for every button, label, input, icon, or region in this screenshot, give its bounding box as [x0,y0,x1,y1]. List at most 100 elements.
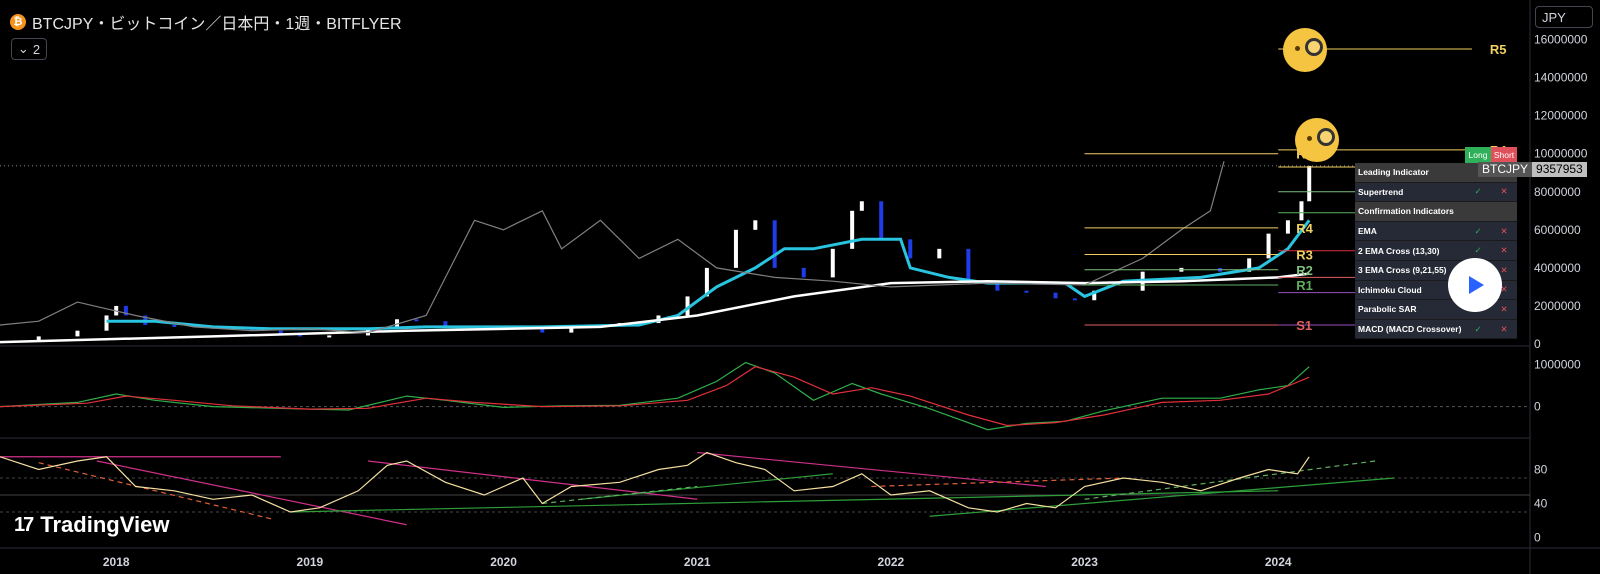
short-status-icon: ✕ [1500,225,1508,236]
ema_long-line [0,272,1310,344]
price-candle [249,328,254,331]
y-tick-label: 0 [1534,531,1541,545]
trendline [1084,460,1376,500]
price-candle [414,319,419,322]
macd-line [0,361,1310,431]
ichimoku_span-line [0,161,1225,334]
price-tag-value: 9357953 [1532,162,1587,177]
y-tick-label: 80 [1534,463,1548,477]
signal-table-header: Long Short [1355,147,1517,163]
short-status-icon: ✕ [1500,245,1508,256]
bitcoin-icon: ₿ [10,14,26,30]
x-tick-label: 2024 [1265,555,1292,569]
price-candle [1266,233,1271,259]
y-tick-label: 16000000 [1534,33,1588,47]
tradingview-logo[interactable]: 17 TradingView [14,512,169,538]
pivot-level-label: R2 [1296,263,1313,278]
price-candle [850,210,855,249]
y-tick-label: 14000000 [1534,71,1588,85]
price-candle [1053,292,1058,299]
short-status-icon: ✕ [1500,264,1508,275]
price-candle [879,201,884,240]
pivot-level-label: S1 [1296,318,1312,333]
indicator-label: Leading Indicator [1358,167,1429,178]
signal-indicator-row: Supertrend ✓ ✕ [1355,182,1517,203]
y-tick-label: 6000000 [1534,223,1581,237]
indicator-label: Parabolic SAR [1358,304,1417,315]
indicator-label: Supertrend [1358,186,1404,197]
x-tick-label: 2020 [490,555,517,569]
play-button[interactable] [1448,258,1502,312]
pane-rsi: 80 40 0 [0,451,1548,545]
x-tick-label: 2018 [103,555,130,569]
y-tick-label: 12000000 [1534,109,1588,123]
y-tick-label: 4000000 [1534,261,1581,275]
price-candle [1024,290,1029,293]
price-candle [1072,298,1077,301]
currency-button[interactable]: JPY [1535,6,1593,28]
trendline [697,451,1046,488]
pivot-level-label: R4 [1296,221,1313,236]
price-candle [685,296,690,316]
price-tag-symbol: BTCJPY [1478,162,1533,177]
legend-toggle-button[interactable]: ⌄ 2 [11,38,47,60]
rsi-line [0,451,1310,513]
y-tick-label: 8000000 [1534,185,1581,199]
symbol-header[interactable]: ₿ BTCJPY・ビットコイン／日本円・1週・BITFLYER [10,10,402,34]
pivot-level-label: R3 [1296,248,1313,263]
long-status-icon: ✓ [1474,323,1482,334]
symbol-title: BTCJPY・ビットコイン／日本円・1週・BITFLYER [32,16,402,33]
tradingview-mark-icon: 17 [14,513,34,536]
price-candle [1092,290,1097,301]
price-candle [104,315,109,331]
long-status-icon: ✓ [1474,225,1482,236]
price-candle [995,283,1000,291]
price-candle [830,248,835,278]
pivot-level-label: R1 [1296,278,1313,293]
price-candle [443,321,448,327]
indicator-label: Ichimoku Cloud [1358,284,1422,295]
trendline [871,477,1124,488]
trendline [542,485,698,505]
price-candle [278,330,283,335]
pane-macd: 1000000 0 [0,358,1581,431]
y-tick-label: 0 [1534,400,1541,414]
trendline [929,477,1395,517]
price-candle [937,248,942,259]
signal-indicator-row: EMA ✓ ✕ [1355,221,1517,242]
trendline [96,460,407,526]
y-tick-label: 40 [1534,497,1548,511]
price-candle [753,220,758,230]
pane-price: 16000000 14000000 12000000 10000000 8000000 6… [0,33,1588,351]
price-candle [123,305,128,316]
indicator-label: 2 EMA Cross (13,30) [1358,245,1440,256]
long-status-icon: ✓ [1474,245,1482,256]
indicator-label: EMA [1358,226,1377,237]
x-tick-label: 2023 [1071,555,1098,569]
legend-count: 2 [32,41,41,57]
trendline [38,462,272,520]
currency-label: JPY [1542,9,1566,25]
price-candle [327,335,332,338]
short-status-icon: ✕ [1500,186,1508,197]
price-candle [801,267,806,278]
chevron-down-icon: ⌄ [17,41,29,56]
signal-indicator-row: MACD (MACD Crossover) ✓ ✕ [1355,319,1517,340]
y-tick-label: 1000000 [1534,358,1581,372]
pivot-level-label: R5 [1490,42,1507,57]
play-icon [1469,276,1484,294]
price-candle [1285,220,1290,234]
price-candle [1247,258,1252,272]
price-candle [772,220,777,268]
price-candle [966,248,971,284]
y-tick-label: 0 [1534,337,1541,351]
tradingview-wordmark: TradingView [40,512,170,537]
short-status-icon: ✕ [1500,323,1508,334]
short-status-icon: ✕ [1500,303,1508,314]
price-candle [172,324,177,327]
price-candle [733,229,738,268]
signal-section-row: Confirmation Indicators [1355,202,1517,222]
long-status-icon: ✓ [1474,186,1482,197]
indicator-label: 3 EMA Cross (9,21,55) [1358,265,1447,276]
